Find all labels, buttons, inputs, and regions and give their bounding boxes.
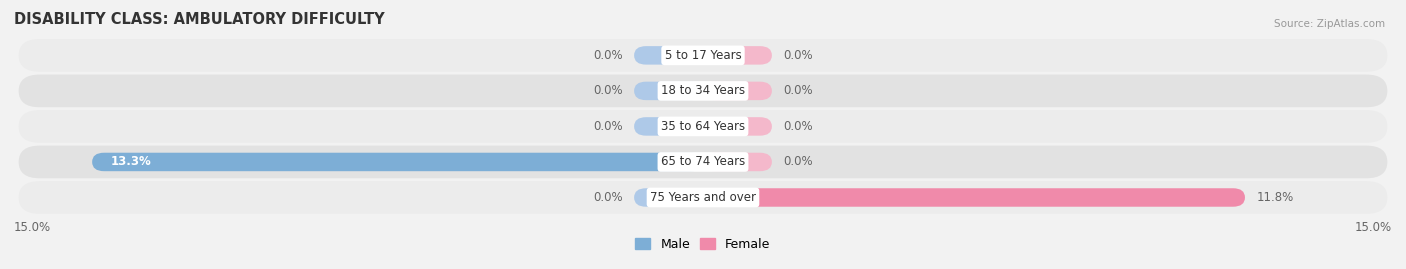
Text: 0.0%: 0.0% <box>593 84 623 97</box>
FancyBboxPatch shape <box>18 110 1388 143</box>
Text: 15.0%: 15.0% <box>14 221 51 233</box>
FancyBboxPatch shape <box>703 82 772 100</box>
FancyBboxPatch shape <box>634 46 703 65</box>
FancyBboxPatch shape <box>18 39 1388 72</box>
FancyBboxPatch shape <box>634 188 703 207</box>
Text: 5 to 17 Years: 5 to 17 Years <box>665 49 741 62</box>
Text: 0.0%: 0.0% <box>783 120 813 133</box>
Text: 0.0%: 0.0% <box>783 84 813 97</box>
FancyBboxPatch shape <box>703 46 772 65</box>
FancyBboxPatch shape <box>703 153 772 171</box>
FancyBboxPatch shape <box>18 75 1388 107</box>
Text: 0.0%: 0.0% <box>593 191 623 204</box>
Text: 0.0%: 0.0% <box>783 49 813 62</box>
Text: 75 Years and over: 75 Years and over <box>650 191 756 204</box>
FancyBboxPatch shape <box>18 181 1388 214</box>
Text: Source: ZipAtlas.com: Source: ZipAtlas.com <box>1274 19 1385 29</box>
Text: 0.0%: 0.0% <box>783 155 813 168</box>
FancyBboxPatch shape <box>634 117 703 136</box>
Text: 15.0%: 15.0% <box>1355 221 1392 233</box>
Text: 0.0%: 0.0% <box>593 120 623 133</box>
FancyBboxPatch shape <box>703 188 1244 207</box>
Text: 11.8%: 11.8% <box>1257 191 1294 204</box>
Legend: Male, Female: Male, Female <box>630 233 776 256</box>
FancyBboxPatch shape <box>93 153 703 171</box>
FancyBboxPatch shape <box>634 82 703 100</box>
Text: 18 to 34 Years: 18 to 34 Years <box>661 84 745 97</box>
Text: DISABILITY CLASS: AMBULATORY DIFFICULTY: DISABILITY CLASS: AMBULATORY DIFFICULTY <box>14 12 385 27</box>
Text: 65 to 74 Years: 65 to 74 Years <box>661 155 745 168</box>
Text: 13.3%: 13.3% <box>111 155 152 168</box>
FancyBboxPatch shape <box>18 146 1388 178</box>
FancyBboxPatch shape <box>703 117 772 136</box>
Text: 0.0%: 0.0% <box>593 49 623 62</box>
Text: 35 to 64 Years: 35 to 64 Years <box>661 120 745 133</box>
